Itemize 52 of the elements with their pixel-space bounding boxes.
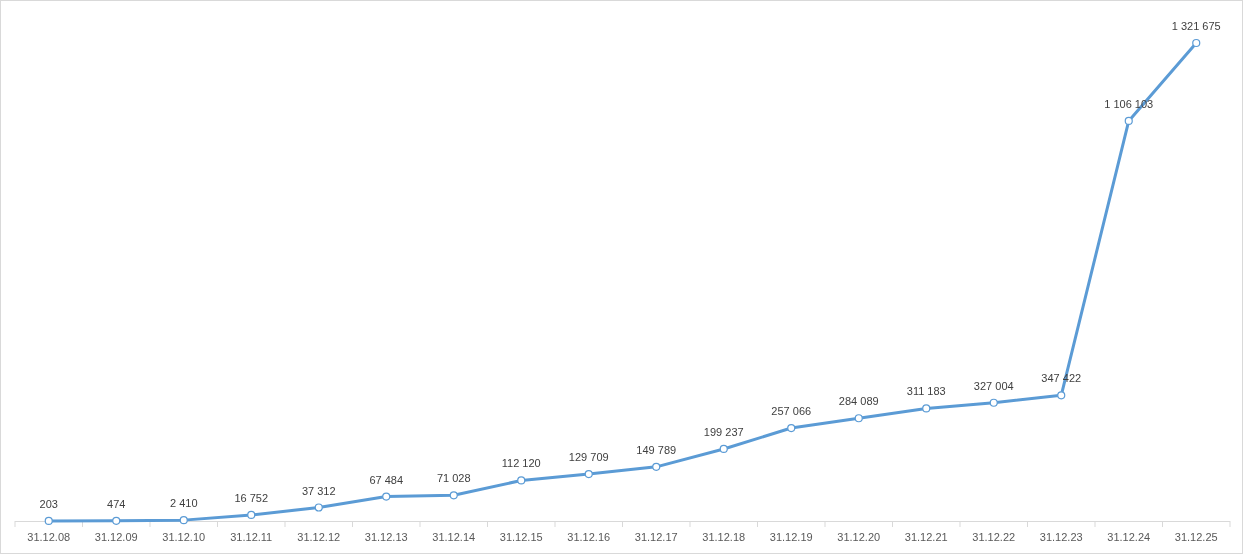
data-label: 16 752 <box>234 491 269 504</box>
point <box>1057 391 1066 400</box>
point <box>719 444 728 454</box>
point <box>314 503 323 512</box>
data-label: 311 183 <box>906 385 946 398</box>
x-tick-label: 31.12.19 <box>769 531 813 543</box>
data-label: 112 120 <box>501 457 541 470</box>
point <box>1124 116 1133 126</box>
x-tick-label: 31.12.13 <box>364 531 408 543</box>
data-label: 129 709 <box>568 451 609 464</box>
data-label: 203 <box>39 497 58 510</box>
data-label: 67 484 <box>369 473 404 486</box>
point <box>584 469 593 479</box>
x-tick-label: 31.12.10 <box>162 531 206 543</box>
x-tick-label: 31.12.25 <box>1174 531 1218 543</box>
data-label: 474 <box>107 497 126 510</box>
point <box>449 491 458 500</box>
x-tick-label: 31.12.23 <box>1039 531 1083 543</box>
data-label: 199 237 <box>703 425 744 438</box>
data-label: 149 789 <box>636 443 677 456</box>
data-label: 1 321 675 <box>1171 20 1221 32</box>
point <box>854 414 863 423</box>
x-tick-label: 31.12.21 <box>904 531 948 543</box>
data-label: 257 066 <box>771 405 812 418</box>
x-tick-label: 31.12.12 <box>297 531 341 543</box>
point <box>652 462 661 471</box>
x-tick-label: 31.12.20 <box>837 531 881 543</box>
point <box>382 492 391 501</box>
x-tick-label: 31.12.11 <box>230 531 273 543</box>
point <box>179 516 188 525</box>
x-tick-label: 31.12.09 <box>94 531 138 543</box>
x-tick-label: 31.12.24 <box>1107 531 1151 543</box>
x-tick-label: 31.12.22 <box>972 531 1016 543</box>
x-tick-label: 31.12.15 <box>499 531 543 543</box>
x-tick-label: 31.12.18 <box>702 531 746 543</box>
data-label: 327 004 <box>973 379 1014 392</box>
point <box>787 423 796 433</box>
point <box>112 516 121 525</box>
data-label: 71 028 <box>436 472 471 485</box>
x-tick-label: 31.12.08 <box>27 531 71 543</box>
x-tick-label: 31.12.17 <box>634 531 678 543</box>
data-label: 284 089 <box>838 395 879 408</box>
point <box>247 510 256 520</box>
point <box>517 476 526 485</box>
point <box>922 404 931 413</box>
point <box>1192 38 1201 48</box>
x-tick-label: 31.12.14 <box>432 531 476 543</box>
data-label: 2 410 <box>169 497 198 510</box>
data-label: 37 312 <box>301 484 336 497</box>
point <box>989 398 998 407</box>
x-tick-label: 31.12.16 <box>567 531 611 543</box>
point <box>44 516 53 526</box>
